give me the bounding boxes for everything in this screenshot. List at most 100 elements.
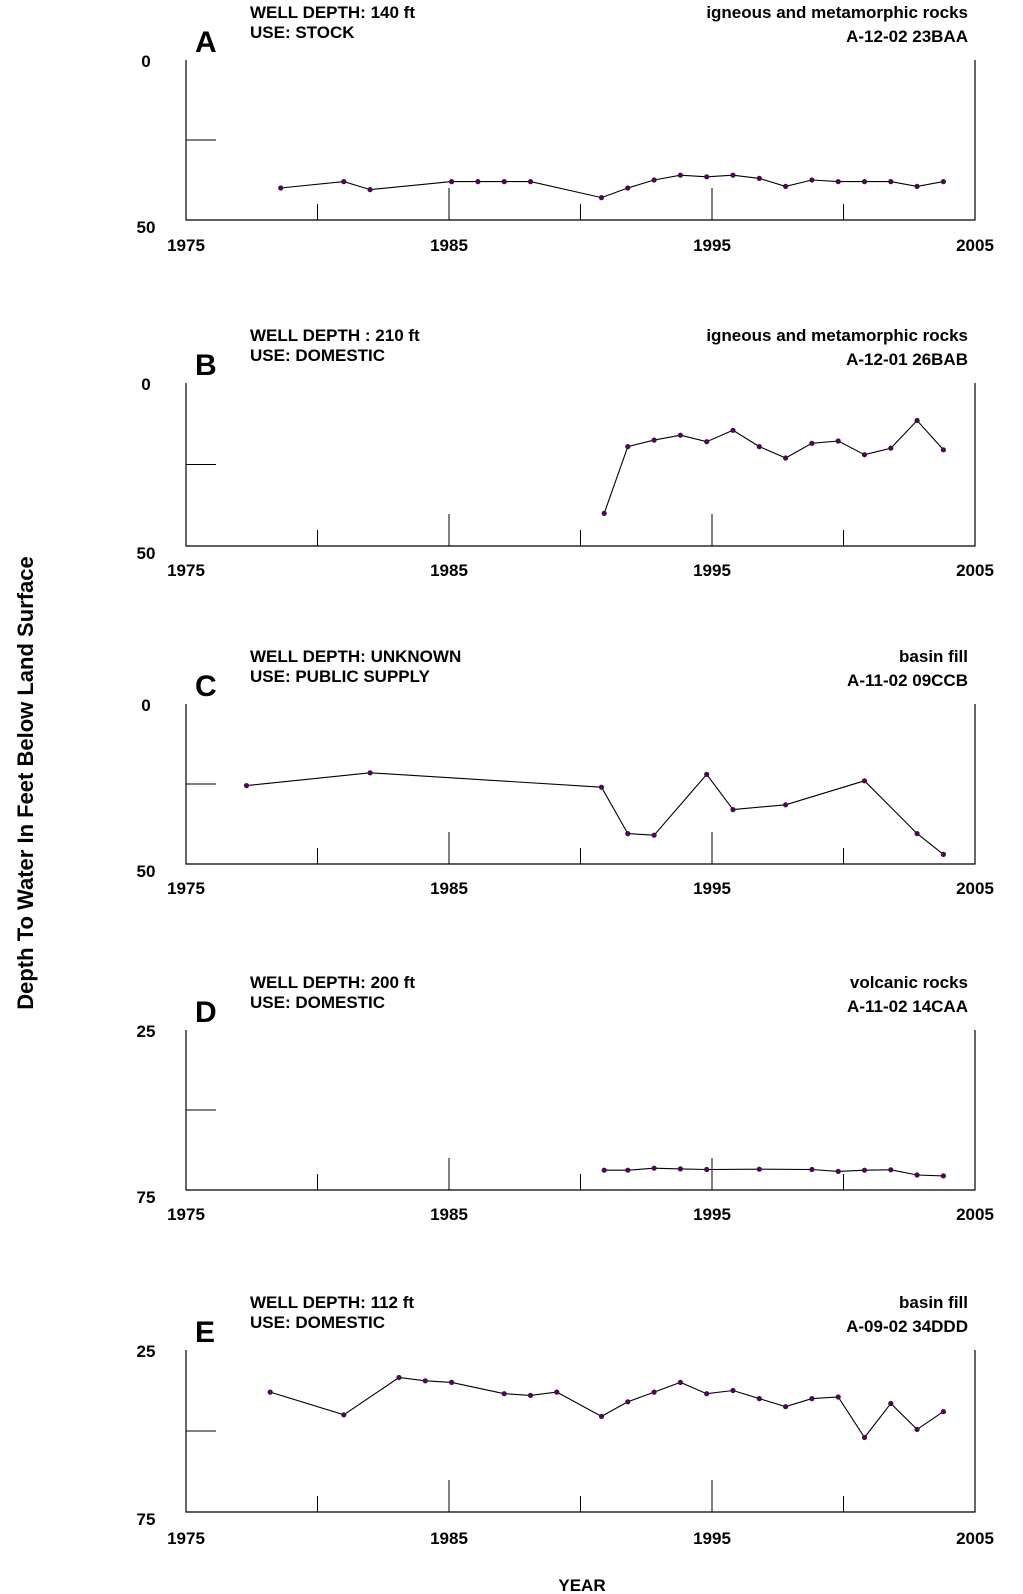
y-tick-label: 50 <box>137 544 156 563</box>
plot-frame <box>185 1350 976 1513</box>
data-point <box>449 179 455 185</box>
data-point <box>809 440 815 446</box>
data-point <box>809 1166 815 1173</box>
well-depth-label: WELL DEPTH: 200 ft <box>250 973 415 992</box>
use-label: USE: DOMESTIC <box>250 1313 385 1332</box>
data-point <box>940 1409 947 1415</box>
geology-label: igneous and metamorphic rocks <box>706 326 968 345</box>
geology-label: igneous and metamorphic rocks <box>706 3 968 22</box>
data-point <box>396 1374 402 1381</box>
data-point <box>914 1172 920 1178</box>
series-line <box>270 1376 944 1439</box>
data-point <box>835 179 841 185</box>
data-point <box>651 1389 657 1395</box>
x-tick-label: 2005 <box>956 561 994 580</box>
data-point <box>861 778 868 784</box>
use-label: USE: DOMESTIC <box>250 993 385 1012</box>
data-point <box>704 1166 710 1173</box>
data-point <box>501 179 507 185</box>
data-point <box>651 832 657 838</box>
data-point <box>914 183 920 189</box>
well-depth-label: WELL DEPTH: 140 ft <box>250 3 415 22</box>
series-line <box>246 772 944 855</box>
geology-label: volcanic rocks <box>850 973 968 992</box>
data-point <box>940 1173 947 1179</box>
x-tick-label: 2005 <box>956 236 994 255</box>
series-line <box>280 174 944 199</box>
data-point <box>625 444 631 450</box>
data-point <box>601 510 607 516</box>
data-point <box>940 447 947 453</box>
panel-letter: C <box>195 670 217 703</box>
data-point <box>704 439 710 445</box>
data-point <box>677 1166 684 1172</box>
x-tick-label: 1995 <box>693 561 731 580</box>
data-point <box>730 172 736 178</box>
data-point <box>625 1167 631 1173</box>
data-point <box>888 1167 894 1173</box>
data-point <box>914 831 920 837</box>
data-point <box>704 771 710 778</box>
panel-letter: E <box>195 1316 215 1349</box>
panel-letter: B <box>195 349 217 382</box>
plot-frame <box>185 704 976 865</box>
y-tick-label: 0 <box>141 375 150 394</box>
data-point <box>888 445 894 451</box>
x-tick-label: 1995 <box>693 879 731 898</box>
y-tick-label: 75 <box>137 1510 156 1529</box>
data-point <box>861 179 868 185</box>
x-tick-label: 1995 <box>693 236 731 255</box>
x-tick-label: 1995 <box>693 1205 731 1224</box>
data-point <box>783 1404 789 1410</box>
data-point <box>783 802 789 808</box>
x-tick-label: 2005 <box>956 1529 994 1548</box>
plot-frame <box>185 1030 976 1191</box>
data-point <box>527 179 534 185</box>
x-tick-label: 1975 <box>167 236 205 255</box>
y-tick-label: 25 <box>137 1022 156 1041</box>
data-point <box>914 1426 920 1432</box>
panel-letter: A <box>195 26 217 59</box>
panel-letter: D <box>195 996 217 1029</box>
data-point <box>940 179 947 185</box>
data-point <box>449 1379 455 1385</box>
series-line <box>604 1167 944 1177</box>
data-point <box>730 1387 736 1394</box>
plot-frame <box>185 60 976 221</box>
data-point <box>809 177 815 183</box>
series-line <box>603 419 944 514</box>
data-point <box>861 1167 868 1173</box>
x-tick-label: 1975 <box>167 561 205 580</box>
data-point <box>501 1391 507 1397</box>
well-depth-label: WELL DEPTH : 210 ft <box>250 326 420 345</box>
data-point <box>475 179 481 185</box>
data-point <box>625 1399 631 1405</box>
site-id-label: A-09-02 34DDD <box>846 1317 968 1336</box>
data-point <box>888 179 894 185</box>
x-tick-label: 2005 <box>956 879 994 898</box>
use-label: USE: DOMESTIC <box>250 346 385 365</box>
data-point <box>704 1391 710 1397</box>
y-tick-label: 50 <box>137 218 156 237</box>
use-label: USE: PUBLIC SUPPLY <box>250 667 430 686</box>
x-tick-label: 2005 <box>956 1205 994 1224</box>
data-point <box>651 177 657 183</box>
site-id-label: A-12-02 23BAA <box>846 27 968 46</box>
data-point <box>554 1389 560 1395</box>
x-tick-label: 1985 <box>430 1529 468 1548</box>
x-tick-label: 1995 <box>693 1529 731 1548</box>
data-point <box>756 1166 762 1172</box>
data-point <box>704 174 710 180</box>
geology-label: basin fill <box>899 647 968 666</box>
data-point <box>756 175 762 181</box>
data-point <box>625 831 631 837</box>
data-point <box>835 1394 841 1400</box>
data-point <box>243 783 250 789</box>
